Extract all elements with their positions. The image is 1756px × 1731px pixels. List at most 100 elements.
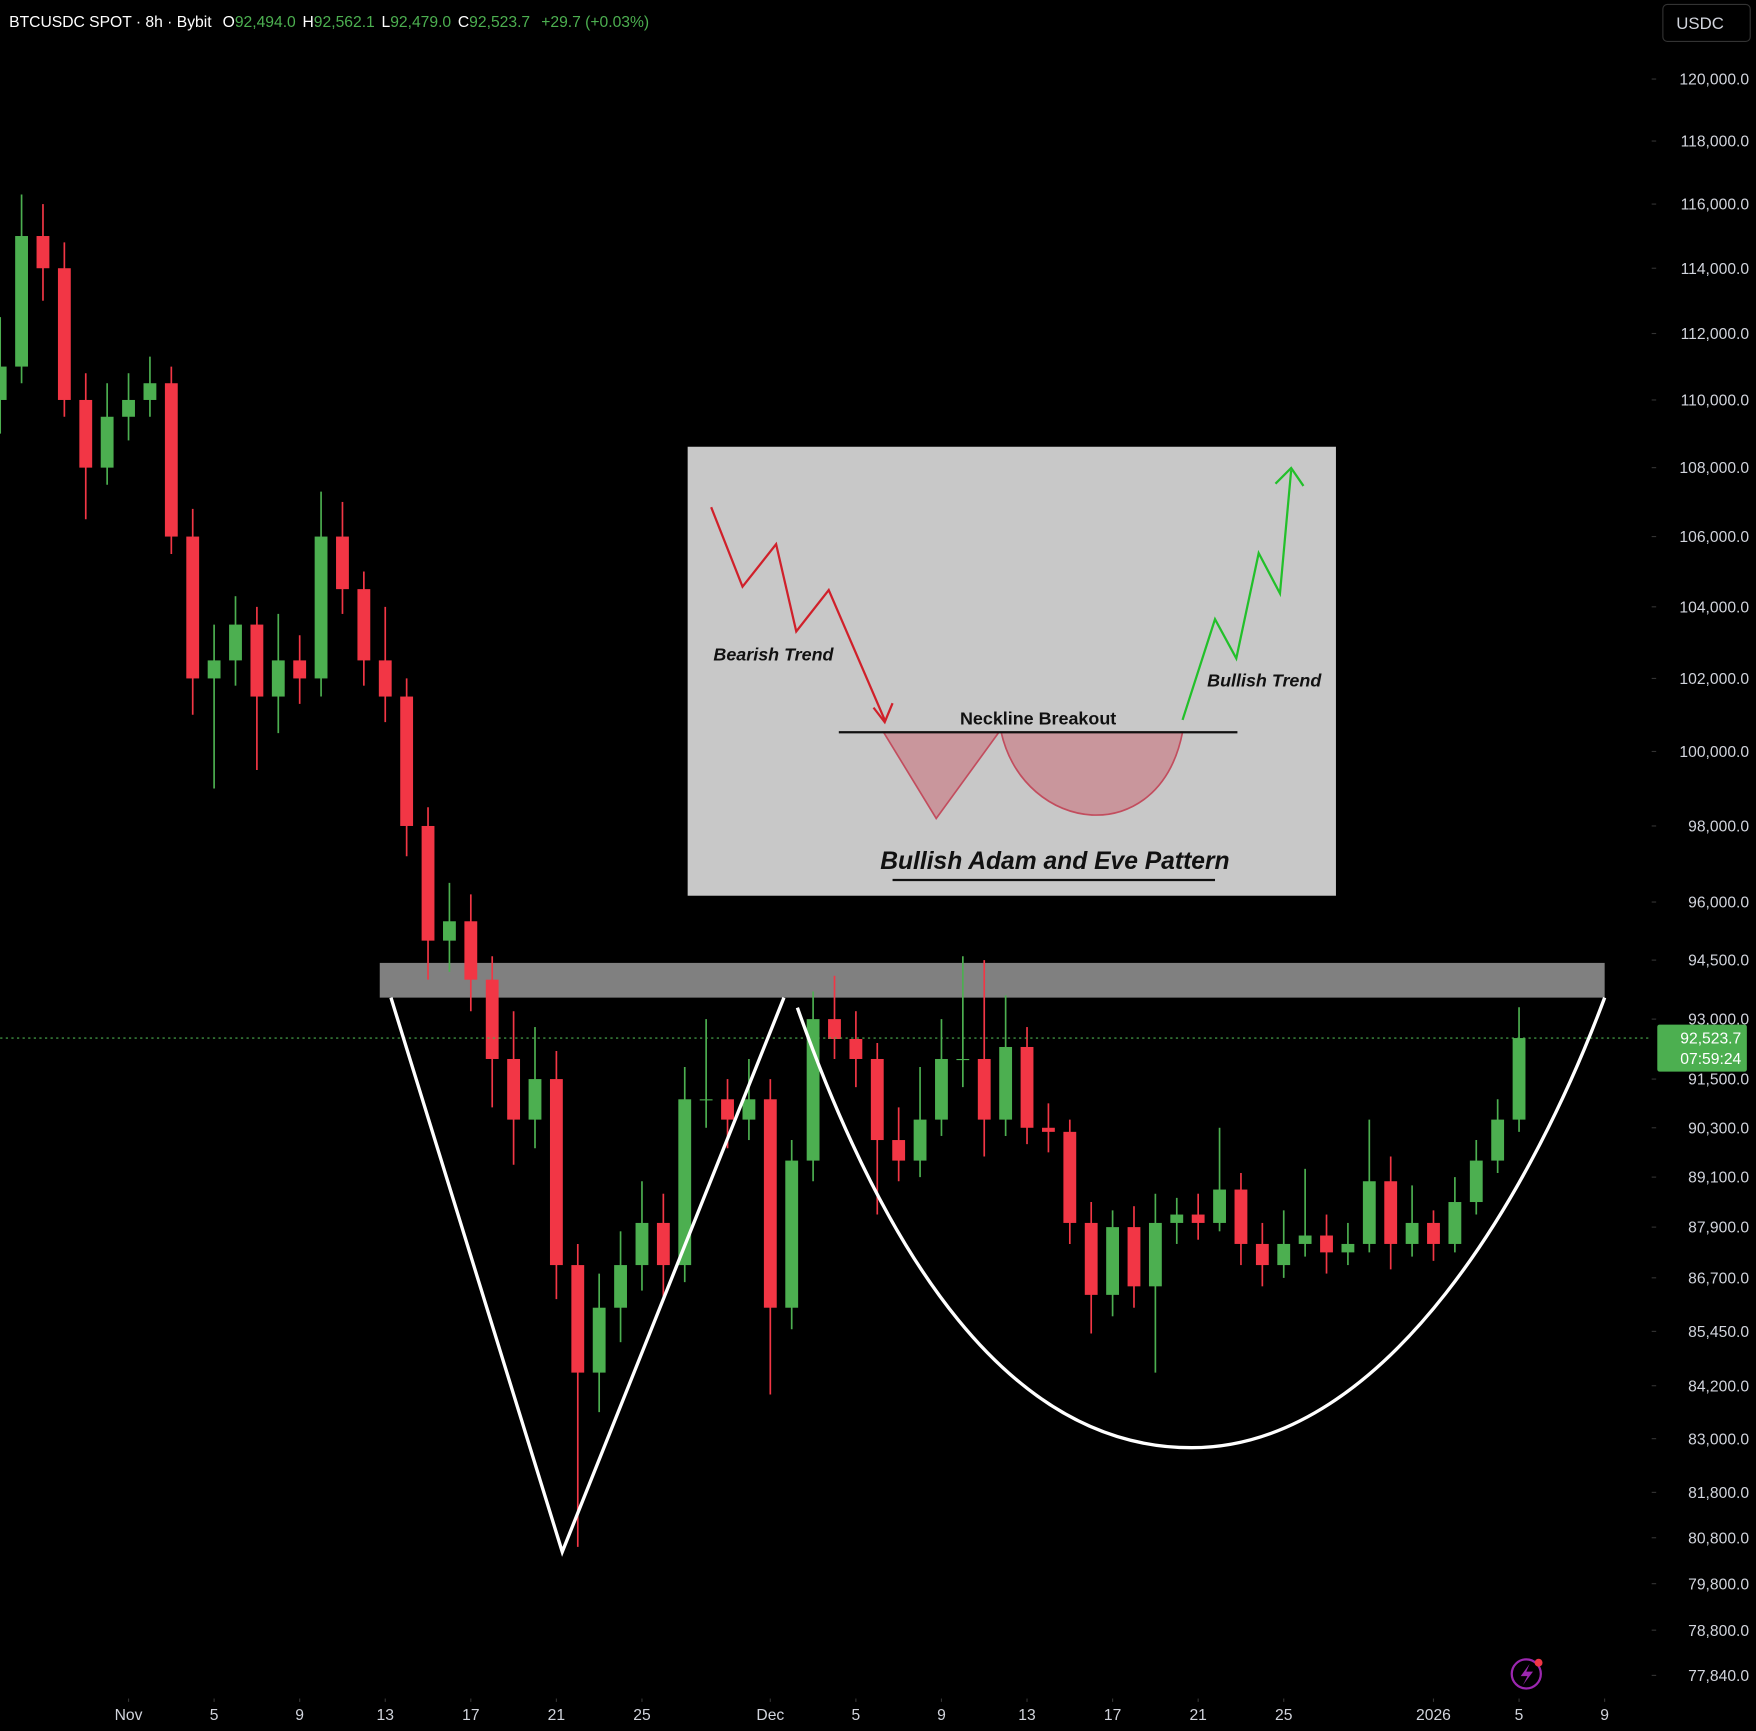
y-tick-label: 112,000.0 xyxy=(1681,326,1750,343)
candle-body xyxy=(100,416,114,468)
candle-body xyxy=(1512,1038,1526,1120)
x-tick-label: 13 xyxy=(1018,1707,1036,1724)
y-tick-label: 100,000.0 xyxy=(1679,744,1749,761)
candle-body xyxy=(0,366,7,400)
bearish-label: Bearish Trend xyxy=(713,645,834,665)
candle-body xyxy=(678,1099,692,1266)
candle-body xyxy=(1020,1046,1034,1128)
candle-body xyxy=(421,825,435,941)
candle-body xyxy=(549,1079,563,1266)
x-tick-label: Nov xyxy=(115,1707,143,1724)
x-tick-label: 9 xyxy=(937,1707,946,1724)
ohlc-key: C xyxy=(458,14,469,31)
y-tick-label: 83,000.0 xyxy=(1688,1431,1749,1448)
countdown: 07:59:24 xyxy=(1680,1051,1741,1068)
y-tick-label: 80,800.0 xyxy=(1688,1530,1749,1547)
candle-body xyxy=(1191,1214,1205,1223)
symbol: BTCUSDC SPOT · 8h · Bybit xyxy=(9,14,212,31)
candle-body xyxy=(1427,1222,1440,1244)
candle-body xyxy=(870,1058,884,1141)
ohlc-value: 92,479.0 xyxy=(390,14,451,31)
y-tick-label: 78,800.0 xyxy=(1688,1623,1749,1640)
ohlc-value: 92,523.7 xyxy=(469,14,530,31)
candle-body xyxy=(400,696,414,826)
currency[interactable]: USDC xyxy=(1676,14,1724,33)
candle-body xyxy=(293,660,307,679)
y-axis: 120,000.0 118,000.0 116,000.0 114,000.0 112,… xyxy=(1651,72,1750,1685)
ohlc-value: 92,562.1 xyxy=(314,14,375,31)
candle-body xyxy=(378,660,392,697)
candle-body xyxy=(1277,1243,1291,1266)
candle-body xyxy=(314,536,328,679)
x-tick-label: 9 xyxy=(295,1707,304,1724)
ohlc-value: 92,494.0 xyxy=(235,14,296,31)
y-tick-label: 86,700.0 xyxy=(1688,1270,1749,1287)
y-tick-label: 84,200.0 xyxy=(1688,1378,1749,1395)
x-tick-label: 21 xyxy=(1189,1707,1206,1724)
change: +29.7 (+0.03%) xyxy=(541,14,649,31)
ohlc: O92,494.0 H92,562.1 L92,479.0 C92,523.7 xyxy=(223,14,530,31)
candle-body xyxy=(1255,1243,1269,1266)
x-tick-label: 2026 xyxy=(1416,1707,1451,1724)
x-tick-label: 21 xyxy=(548,1707,565,1724)
y-tick-label: 96,000.0 xyxy=(1688,895,1749,912)
candle-body xyxy=(849,1038,863,1059)
bullish-arrow xyxy=(1181,470,1293,721)
candle-body xyxy=(1405,1222,1419,1244)
candle-body xyxy=(1298,1235,1312,1244)
candle-body xyxy=(699,1099,713,1101)
y-tick-label: 89,100.0 xyxy=(1688,1170,1749,1187)
candle-body xyxy=(1148,1222,1162,1287)
y-tick-label: 98,000.0 xyxy=(1688,819,1749,836)
candle-body xyxy=(956,1058,970,1061)
candle-body xyxy=(571,1265,585,1373)
candle-body xyxy=(122,399,135,417)
last-price-tag xyxy=(1657,1024,1747,1072)
ohlc-key: O xyxy=(223,14,235,31)
y-tick-label: 116,000.0 xyxy=(1681,197,1750,214)
y-tick-label: 90,300.0 xyxy=(1688,1120,1749,1137)
y-tick-label: 120,000.0 xyxy=(1679,72,1749,89)
bearish-arrow-head xyxy=(872,702,894,725)
candle-body xyxy=(977,1058,991,1120)
y-tick-label: 81,800.0 xyxy=(1688,1485,1749,1502)
ohlc-key: H xyxy=(302,14,313,31)
candle-body xyxy=(1448,1202,1462,1244)
legend-header: BTCUSDC SPOT · 8h · Bybit O92,494.0 H92,5… xyxy=(9,14,649,31)
y-tick-label: 108,000.0 xyxy=(1679,460,1749,477)
candle-body xyxy=(656,1222,670,1266)
bullish-arrow-head xyxy=(1274,466,1305,487)
x-tick-label: 5 xyxy=(1515,1707,1524,1724)
candle-body xyxy=(999,1046,1013,1120)
inset-background xyxy=(687,446,1336,896)
candle-body xyxy=(1491,1119,1505,1161)
ohlc-key: L xyxy=(381,14,390,31)
y-tick-label: 77,840.0 xyxy=(1688,1668,1749,1685)
candle-body xyxy=(1106,1227,1120,1295)
y-tick-label: 94,500.0 xyxy=(1688,953,1749,970)
adam-v-line xyxy=(389,996,786,1557)
currency-button[interactable] xyxy=(1662,3,1751,42)
y-tick-label: 102,000.0 xyxy=(1679,671,1749,688)
y-tick-label: 91,500.0 xyxy=(1688,1072,1749,1089)
candle-body xyxy=(207,660,221,679)
resistance-zone xyxy=(379,962,1605,998)
candle-body xyxy=(1170,1214,1184,1223)
candles xyxy=(0,194,1652,1547)
candle-body xyxy=(1384,1181,1398,1244)
candle-body xyxy=(1341,1243,1355,1253)
eve-shape xyxy=(1000,731,1184,816)
candle-body xyxy=(336,536,349,590)
candle-body xyxy=(1469,1160,1483,1203)
candle-body xyxy=(485,979,499,1059)
pattern-title: Bullish Adam and Eve Pattern xyxy=(880,848,1229,875)
candle-body xyxy=(186,536,200,679)
alert-icon[interactable] xyxy=(1510,1658,1542,1690)
x-tick-label: 5 xyxy=(852,1707,861,1724)
x-tick-label: 17 xyxy=(1104,1707,1121,1724)
inset-diagram: Bearish Trend Bullish Trend Neckline Bre… xyxy=(687,446,1336,896)
candle-body xyxy=(164,383,178,537)
candle-body xyxy=(1127,1227,1141,1287)
candle-body xyxy=(828,1019,841,1039)
